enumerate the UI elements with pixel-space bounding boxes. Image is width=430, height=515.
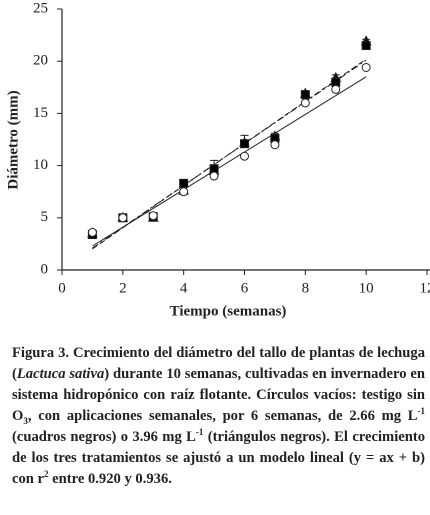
x-tick-label: 2 [119,280,127,296]
circle-marker [331,84,341,94]
y-tick-label: 10 [33,157,48,173]
x-tick-label: 0 [58,280,66,296]
x-tick-label: 6 [241,280,249,296]
square-marker [361,41,371,51]
circle-marker [209,171,219,181]
x-tick-label: 8 [302,280,310,296]
y-tick-label: 15 [33,105,48,121]
circle-marker [179,187,189,197]
caption-text: Lactuca sativa [16,366,105,382]
circle-marker [148,211,158,221]
circle-marker [270,140,280,150]
caption-text: ) durante 10 semanas, cultivadas en inve… [12,366,425,424]
square-marker [240,139,249,149]
square-marker [209,164,219,174]
x-axis-label: Tiempo (semanas) [170,303,287,319]
y-tick-label: 20 [33,53,48,69]
caption-text: (triángulos negros). El crecimiento de l… [12,429,425,487]
y-tick-label: 5 [41,209,49,225]
square-marker [179,178,189,188]
circle-marker [87,227,97,237]
fit-line [92,76,367,247]
caption-text: -1 [417,406,426,417]
caption: Figura 3. Crecimiento del diámetro del t… [12,343,425,490]
square-marker [331,77,341,87]
caption-text: 3 [23,415,28,426]
y-tick-label: 25 [33,0,48,16]
y-tick-label: 0 [41,261,49,277]
x-tick-label: 10 [359,280,374,296]
square-marker [300,90,310,100]
x-tick-label: 12 [420,280,430,296]
y-axis-label: Diámetro (mm) [5,90,21,189]
x-tick-label: 4 [180,280,188,296]
caption-text: Figura 3. Crecimiento del diámetro del t… [12,345,425,382]
circle-marker [118,213,128,223]
caption-text: (cuadros negros) o 3.96 mg L [12,429,196,445]
circle-marker [361,62,371,72]
caption-text: -1 [195,427,204,438]
chart: Tiempo (semanas) Diámetro (mm) 051015202… [5,0,430,319]
caption-text: 2 [44,469,49,480]
circle-marker [300,98,310,108]
caption-text: entre 0.920 y 0.936. [48,471,172,487]
caption-text: , con aplicaciones semanales, por 6 sema… [27,408,418,424]
circle-marker [240,151,249,161]
